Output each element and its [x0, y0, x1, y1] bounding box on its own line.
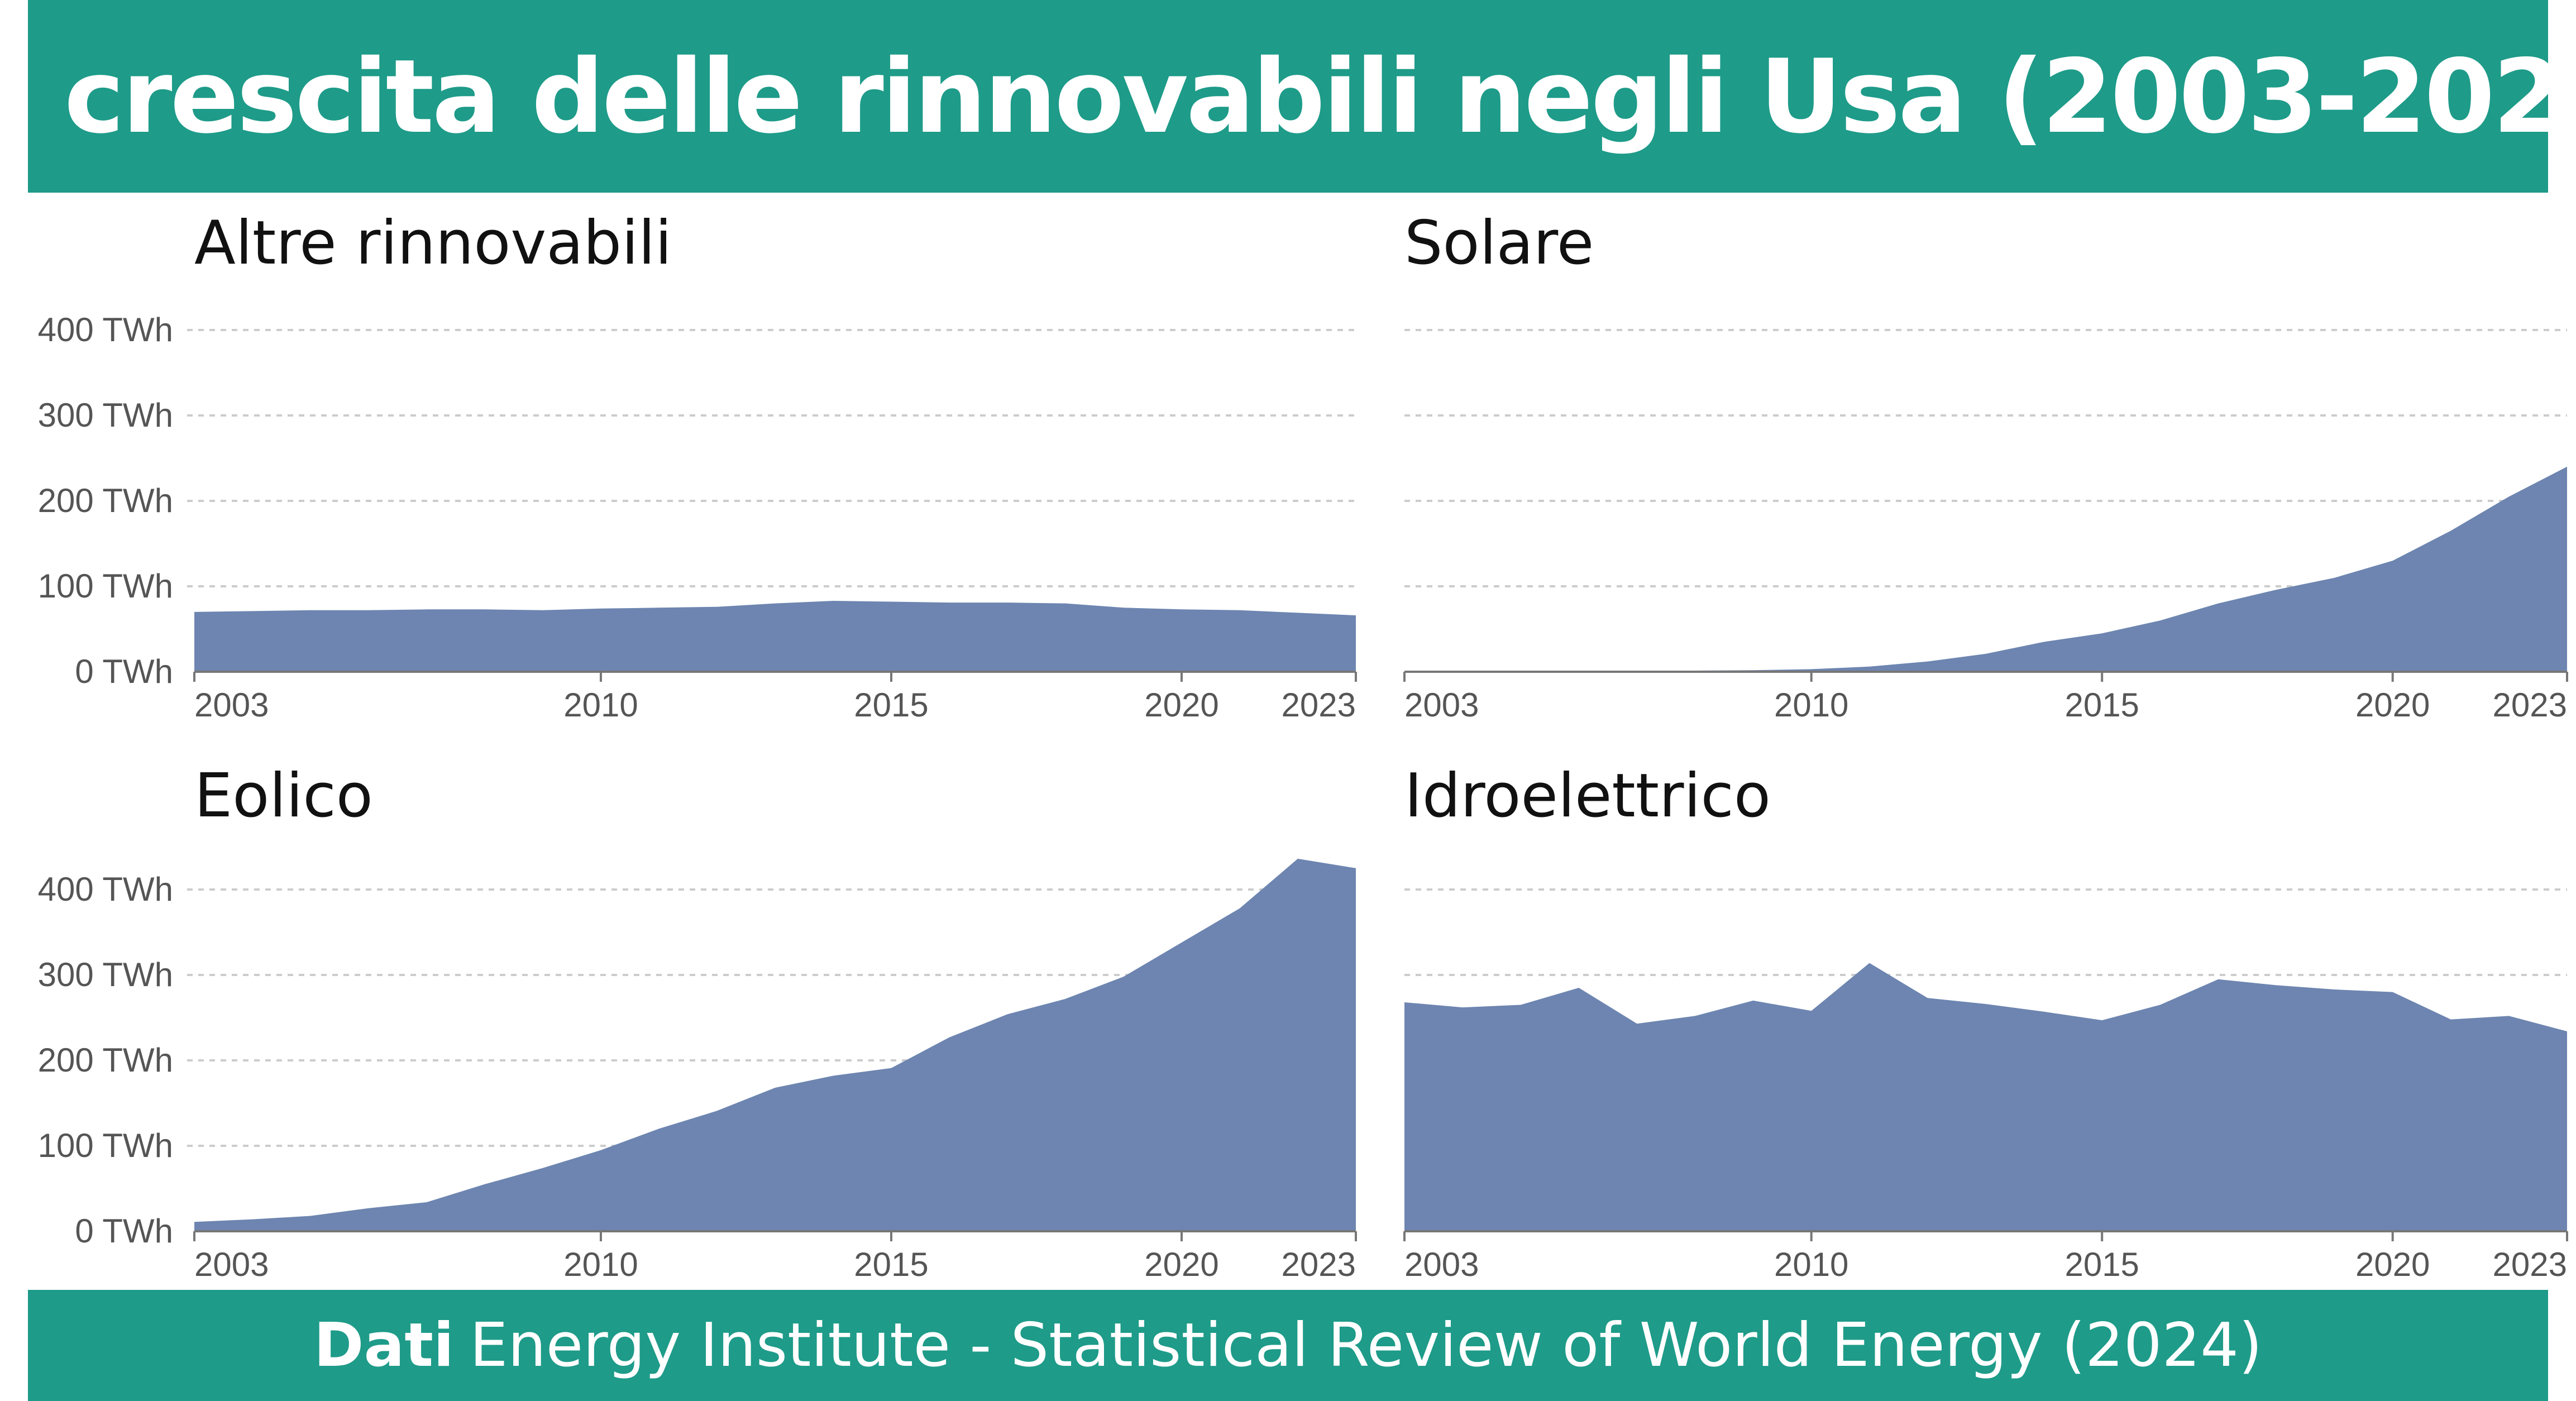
x-tick-label-altre-rinnovabili: 2023: [1282, 686, 1356, 724]
panel-title-altre-rinnovabili: Altre rinnovabili: [194, 208, 672, 278]
area-series-idroelettrico: [1404, 963, 2567, 1231]
x-tick-label-solare: 2015: [2064, 686, 2139, 724]
x-tick-label-solare: 2020: [2355, 686, 2430, 724]
y-tick-label-altre-rinnovabili: 0 TWh: [75, 653, 173, 690]
title-banner: La crescita delle rinnovabili negli Usa …: [0, 0, 2576, 193]
y-tick-label-altre-rinnovabili: 400 TWh: [38, 311, 173, 348]
x-tick-label-idroelettrico: 2010: [1774, 1246, 1848, 1283]
x-tick-label-eolico: 2023: [1282, 1246, 1356, 1283]
y-tick-label-altre-rinnovabili: 200 TWh: [38, 482, 173, 519]
page-title: La crescita delle rinnovabili negli Usa …: [0, 37, 2576, 156]
panel-title-solare: Solare: [1404, 208, 1594, 278]
x-tick-label-solare: 2010: [1774, 686, 1848, 724]
x-tick-label-altre-rinnovabili: 2020: [1144, 686, 1218, 724]
x-tick-label-solare: 2023: [2493, 686, 2567, 724]
source-text: Energy Institute - Statistical Review of…: [470, 1311, 2263, 1380]
x-tick-label-idroelettrico: 2023: [2493, 1246, 2567, 1283]
x-tick-label-idroelettrico: 2003: [1404, 1246, 1479, 1283]
x-tick-label-eolico: 2020: [1144, 1246, 1218, 1283]
x-tick-label-idroelettrico: 2020: [2355, 1246, 2430, 1283]
panel-eolico: Eolico 0 TWh 100 TWh 200 TWh 300 TWh 400 TWh 2…: [38, 761, 1357, 1283]
x-tick-label-altre-rinnovabili: 2003: [194, 686, 269, 724]
y-tick-label-altre-rinnovabili: 100 TWh: [38, 567, 173, 605]
y-tick-label-eolico: 100 TWh: [38, 1127, 173, 1164]
area-series-eolico: [194, 858, 1356, 1231]
small-multiples-chart: Altre rinnovabili 0 TWh 100 TWh 200 TWh 300 …: [38, 208, 2568, 1283]
panel-idroelettrico: Idroelettrico 2003 2010 2015 2020 2023: [1403, 761, 2568, 1283]
y-tick-label-eolico: 400 TWh: [38, 871, 173, 908]
source-banner: Dati Energy Institute - Statistical Revi…: [28, 1290, 2548, 1401]
source-label: Dati: [313, 1311, 455, 1380]
panel-altre-rinnovabili: Altre rinnovabili 0 TWh 100 TWh 200 TWh 300 …: [38, 208, 1357, 724]
x-tick-label-eolico: 2010: [563, 1246, 638, 1283]
y-tick-label-altre-rinnovabili: 300 TWh: [38, 396, 173, 434]
area-series-altre-rinnovabili: [194, 601, 1356, 672]
x-tick-label-solare: 2003: [1404, 686, 1479, 724]
x-tick-label-altre-rinnovabili: 2015: [854, 686, 928, 724]
x-tick-label-eolico: 2003: [194, 1246, 269, 1283]
panel-title-idroelettrico: Idroelettrico: [1404, 761, 1771, 831]
panel-title-eolico: Eolico: [194, 761, 373, 831]
y-tick-label-eolico: 300 TWh: [38, 956, 173, 993]
y-tick-label-eolico: 0 TWh: [75, 1212, 173, 1250]
y-tick-label-eolico: 200 TWh: [38, 1041, 173, 1079]
x-tick-label-eolico: 2015: [854, 1246, 928, 1283]
x-tick-label-altre-rinnovabili: 2010: [563, 686, 638, 724]
panel-solare: Solare 2003 2010 2015 2020 2023: [1403, 208, 2568, 724]
x-tick-label-idroelettrico: 2015: [2064, 1246, 2139, 1283]
area-series-solare: [1404, 466, 2567, 672]
